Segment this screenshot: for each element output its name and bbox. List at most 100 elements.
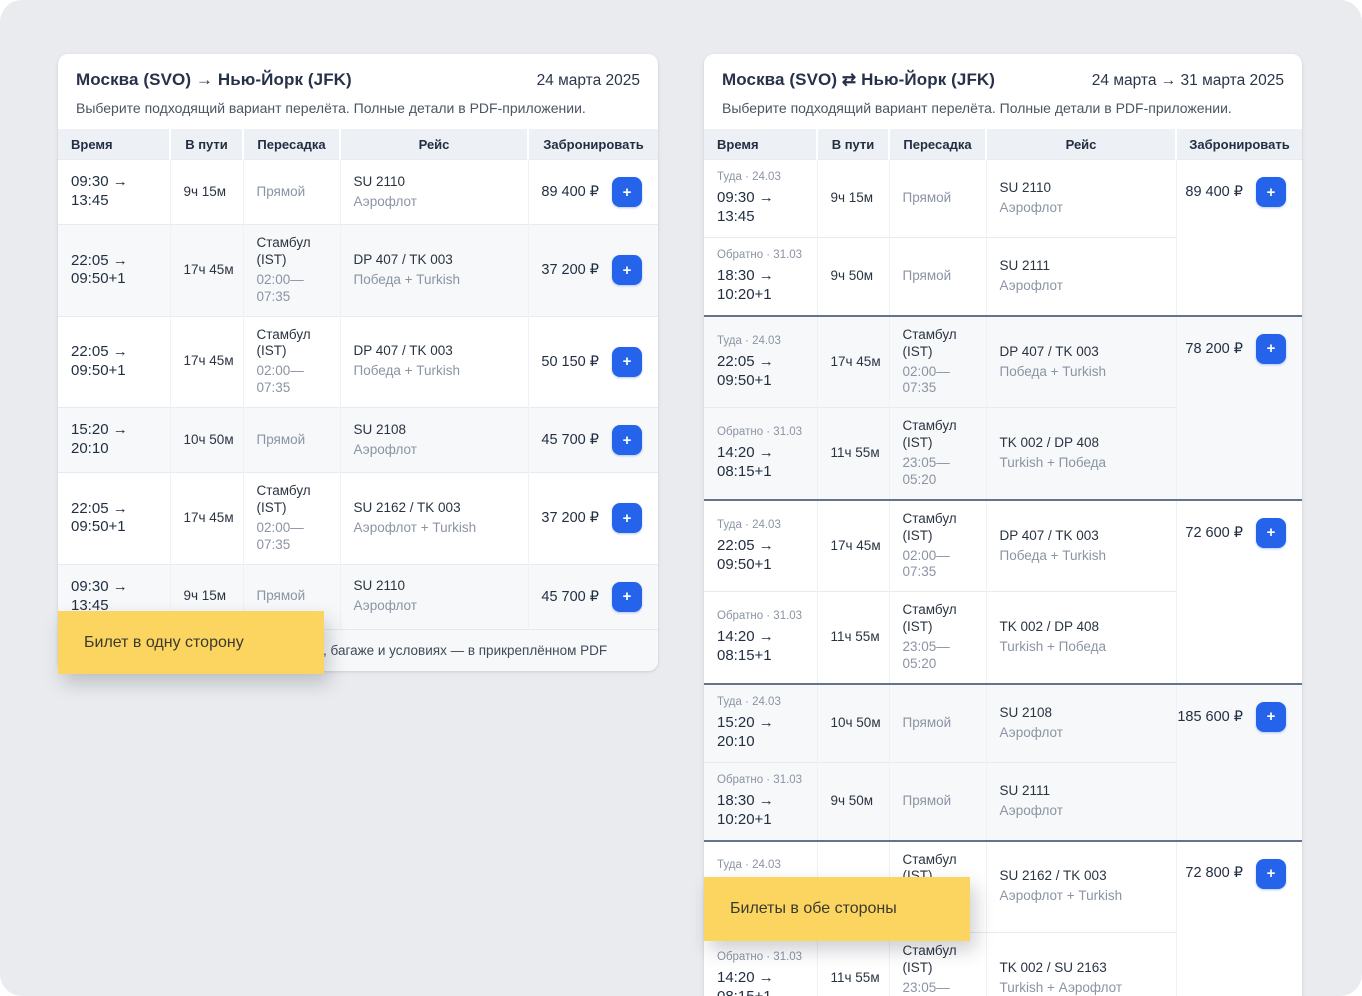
book-button[interactable]: + xyxy=(612,177,642,207)
price-label: 72 600 ₽ xyxy=(1185,524,1243,541)
plus-icon: + xyxy=(1266,865,1276,882)
booking-cell: 185 600 ₽ + xyxy=(1175,683,1302,842)
leg-label: Туда · 24.03 xyxy=(717,171,781,183)
date-label: 24 марта 2025 xyxy=(536,72,640,89)
outbound-flight-row: Туда · 24.03 22:05 → 09:50+1 17ч 45м Ста… xyxy=(704,315,1302,501)
price-label: 89 400 ₽ xyxy=(1185,183,1243,200)
column-header-flight: Рейс xyxy=(985,129,1176,160)
plus-icon: + xyxy=(622,588,632,606)
price-label: 78 200 ₽ xyxy=(1185,340,1243,357)
flight-row: 22:05 → 09:50+1 17ч 45м Стамбул (IST) 02… xyxy=(58,224,658,316)
booking-cell: 89 400 ₽ + xyxy=(527,159,658,225)
flight-row: 15:20 → 20:10 10ч 50м Прямой SU 2108 Аэр… xyxy=(58,407,658,473)
column-header-duration: В пути xyxy=(816,129,889,160)
subtitle: Выберите подходящий вариант перелёта. По… xyxy=(76,100,586,116)
duration-cell: 11ч 55м xyxy=(816,407,889,501)
return-flight-row: Обратно · 31.03 14:20 → 08:15+1 11ч 55м … xyxy=(704,407,1302,501)
book-button[interactable]: + xyxy=(612,581,642,612)
flight-row: 22:05 → 09:50+1 17ч 45м Стамбул (IST) 02… xyxy=(58,472,658,564)
column-header-transfer: Пересадка xyxy=(242,129,340,160)
transfer-cell: Прямой xyxy=(888,683,986,763)
price-label: 72 800 ₽ xyxy=(1185,865,1243,882)
duration-cell: 11ч 55м xyxy=(816,591,889,685)
return-flight-row: Обратно · 31.03 14:20 → 08:15+1 11ч 55м … xyxy=(704,591,1302,685)
book-button[interactable]: + xyxy=(612,255,642,286)
outbound-flight-row: Туда · 24.03 22:05 → 09:50+1 17ч 45м Ста… xyxy=(704,499,1302,685)
duration-cell: 17ч 45м xyxy=(169,472,243,564)
plus-icon: + xyxy=(622,183,632,201)
column-header-book: Забронировать xyxy=(1175,129,1302,160)
plus-icon: + xyxy=(622,509,632,527)
duration-cell: 17ч 45м xyxy=(816,499,889,592)
booking-cell: 89 400 ₽ + xyxy=(1175,158,1302,317)
plus-icon: + xyxy=(1266,524,1276,542)
transfer-cell: Прямой xyxy=(888,761,986,842)
transfer-cell: Стамбул (IST) 02:00—07:35 xyxy=(888,499,986,592)
time-cell: Обратно · 31.03 14:20 → 08:15+1 xyxy=(704,407,817,501)
date-label: 24 марта → 31 марта 2025 xyxy=(1091,72,1284,89)
time-cell: Обратно · 31.03 14:20 → 08:15+1 xyxy=(704,591,817,685)
flight-cell: DP 407 / TK 003 Победа + Turkish xyxy=(985,315,1176,408)
flight-cell: DP 407 / TK 003 Победа + Turkish xyxy=(339,224,528,316)
price-label: 50 150 ₽ xyxy=(541,353,599,370)
time-cell: Обратно · 31.03 18:30 → 10:20+1 xyxy=(704,761,817,842)
column-header-duration: В пути xyxy=(169,129,243,160)
transfer-cell: Стамбул (IST) 02:00—07:35 xyxy=(242,315,340,408)
one-way-card-header: Москва (SVO) → Нью-Йорк (JFK) 24 марта 2… xyxy=(58,54,658,129)
transfer-cell: Прямой xyxy=(242,159,340,225)
plus-icon: + xyxy=(622,431,632,449)
flight-cell: TK 002 / DP 408 Turkish + Победа xyxy=(985,407,1176,501)
book-button[interactable]: + xyxy=(1256,333,1286,364)
book-button[interactable]: + xyxy=(1256,517,1286,548)
one-way-sticker-label: Билет в одну сторону xyxy=(58,611,324,674)
plus-icon: + xyxy=(1266,183,1276,201)
booking-cell: 45 700 ₽ + xyxy=(527,563,658,629)
route-title: Москва (SVO) ⇄ Нью-Йорк (JFK) xyxy=(722,70,996,89)
round-trip-sticker-label: Билеты в обе стороны xyxy=(704,877,970,941)
book-button[interactable]: + xyxy=(1256,701,1286,732)
transfer-cell: Стамбул (IST) 23:05—05:20 xyxy=(888,407,986,501)
time-cell: Обратно · 31.03 18:30 → 10:20+1 xyxy=(704,236,817,317)
subtitle: Выберите подходящий вариант перелёта. По… xyxy=(722,100,1232,116)
booking-cell: 45 700 ₽ + xyxy=(527,407,658,473)
return-flight-row: Обратно · 31.03 18:30 → 10:20+1 9ч 50м П… xyxy=(704,761,1302,842)
booking-cell: 78 200 ₽ + xyxy=(1175,315,1302,501)
plus-icon: + xyxy=(622,353,632,371)
book-button[interactable]: + xyxy=(612,346,642,377)
transfer-cell: Прямой xyxy=(888,159,986,238)
duration-cell: 17ч 45м xyxy=(169,224,243,316)
flight-cell: DP 407 / TK 003 Победа + Turkish xyxy=(339,315,528,408)
price-label: 185 600 ₽ xyxy=(1177,708,1243,725)
book-button[interactable]: + xyxy=(1256,177,1286,207)
book-button[interactable]: + xyxy=(612,425,642,455)
transfer-cell: Стамбул (IST) 02:00—07:35 xyxy=(888,315,986,408)
leg-label: Туда · 24.03 xyxy=(717,859,781,872)
transfer-cell: Стамбул (IST) 02:00—07:35 xyxy=(242,472,340,564)
duration-cell: 11ч 55м xyxy=(816,932,889,996)
time-cell: Туда · 24.03 22:05 → 09:50+1 xyxy=(704,499,817,592)
table-header-row: Время В пути Пересадка Рейс Забронироват… xyxy=(58,129,658,160)
time-cell: Обратно · 31.03 14:20 → 08:15+1 xyxy=(704,932,817,996)
sticker-text: Билеты в обе стороны xyxy=(730,900,897,917)
flight-cell: SU 2110 Аэрофлот xyxy=(339,159,528,225)
outbound-flight-row: Туда · 24.03 15:20 → 20:10 10ч 50м Прямо… xyxy=(704,683,1302,842)
duration-cell: 17ч 45м xyxy=(816,315,889,408)
transfer-cell: Прямой xyxy=(888,236,986,317)
plus-icon: + xyxy=(622,261,632,279)
plus-icon: + xyxy=(1266,708,1276,726)
column-header-time: Время xyxy=(58,129,170,160)
booking-cell: 72 600 ₽ + xyxy=(1175,499,1302,685)
book-button[interactable]: + xyxy=(612,503,642,534)
duration-cell: 9ч 50м xyxy=(816,236,889,317)
flight-cell: SU 2162 / TK 003 Аэрофлот + Turkish xyxy=(339,472,528,564)
time-cell: Туда · 24.03 22:05 → 09:50+1 xyxy=(704,315,817,408)
duration-cell: 10ч 50м xyxy=(169,407,243,473)
return-flight-row: Обратно · 31.03 14:20 → 08:15+1 11ч 55м … xyxy=(704,932,1302,996)
transfer-cell: Прямой xyxy=(242,407,340,473)
booking-cell: 37 200 ₽ + xyxy=(527,224,658,316)
plus-icon: + xyxy=(1266,340,1276,358)
flight-cell: TK 002 / SU 2163 Turkish + Аэрофлот xyxy=(985,932,1176,996)
price-label: 45 700 ₽ xyxy=(541,588,599,605)
book-button[interactable]: + xyxy=(1256,858,1286,889)
